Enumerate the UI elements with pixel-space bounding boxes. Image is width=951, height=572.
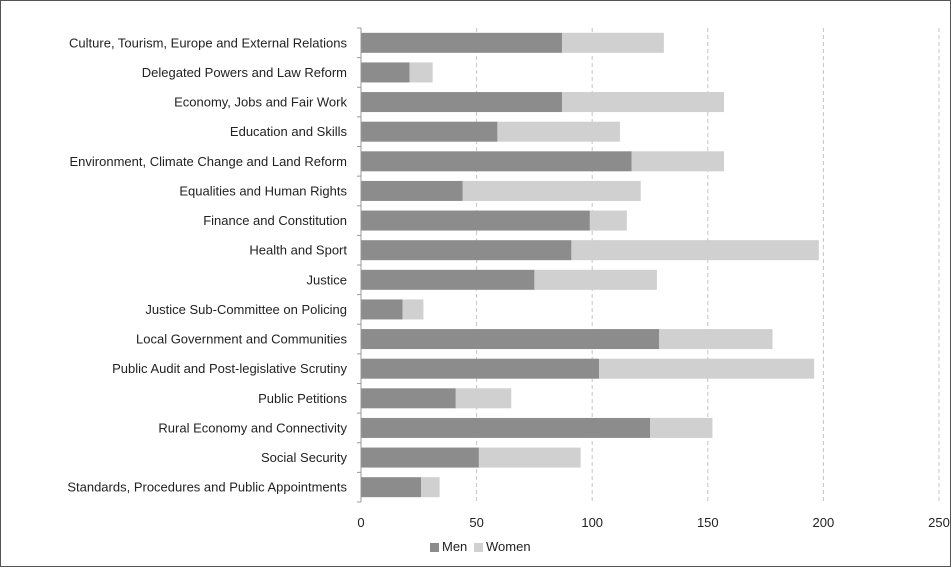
bar-women-12 (455, 388, 512, 409)
bar-men-0 (361, 32, 563, 53)
bar-men-2 (361, 92, 563, 113)
category-label: Public Audit and Post-legislative Scruti… (112, 361, 347, 376)
category-label: Finance and Constitution (203, 213, 347, 228)
legend-swatch-women (474, 543, 483, 552)
category-label: Justice Sub-Committee on Policing (145, 302, 347, 317)
bar-women-2 (562, 92, 724, 113)
category-label: Rural Economy and Connectivity (158, 420, 347, 435)
category-label: Social Security (261, 450, 347, 465)
category-labels: Culture, Tourism, Europe and External Re… (67, 35, 347, 494)
bar-women-4 (631, 151, 724, 172)
category-label: Standards, Procedures and Public Appoint… (67, 480, 347, 495)
bar-men-1 (361, 62, 410, 83)
x-tick-label: 250 (928, 515, 950, 530)
bar-women-15 (421, 477, 440, 498)
bar-women-14 (478, 447, 581, 468)
bar-men-3 (361, 121, 498, 142)
bar-women-1 (409, 62, 433, 83)
bar-men-5 (361, 180, 463, 201)
category-label: Delegated Powers and Law Reform (142, 65, 347, 80)
legend: Men Women (430, 539, 531, 554)
bars (357, 27, 819, 503)
x-tick-label: 100 (581, 515, 603, 530)
category-label: Culture, Tourism, Europe and External Re… (69, 35, 347, 50)
bar-men-8 (361, 269, 535, 290)
legend-swatch-men (430, 543, 439, 552)
bar-women-0 (562, 32, 664, 53)
category-label: Environment, Climate Change and Land Ref… (70, 154, 347, 169)
x-tick-label: 0 (357, 515, 364, 530)
bar-women-8 (534, 269, 657, 290)
category-label: Public Petitions (258, 391, 347, 406)
bar-women-7 (571, 240, 819, 261)
bar-men-12 (361, 388, 456, 409)
bar-women-3 (497, 121, 620, 142)
bar-men-15 (361, 477, 422, 498)
x-tick-label: 200 (813, 515, 835, 530)
bar-men-14 (361, 447, 479, 468)
x-tick-label: 50 (469, 515, 483, 530)
bar-men-4 (361, 151, 632, 172)
category-label: Education and Skills (230, 124, 348, 139)
bar-women-11 (599, 358, 815, 379)
category-label: Economy, Jobs and Fair Work (174, 95, 347, 110)
bar-men-6 (361, 210, 590, 231)
bar-women-5 (462, 180, 641, 201)
bar-women-10 (659, 329, 773, 350)
x-axis-ticks: 0 50 100 150 200 250 (357, 515, 949, 530)
category-label: Equalities and Human Rights (179, 183, 347, 198)
bar-men-7 (361, 240, 572, 261)
category-label: Health and Sport (249, 243, 347, 258)
legend-label-men: Men (442, 539, 467, 554)
bar-men-9 (361, 299, 403, 320)
bar-men-11 (361, 358, 600, 379)
x-tick-label: 150 (697, 515, 719, 530)
bar-men-10 (361, 329, 660, 350)
category-label: Justice (307, 272, 347, 287)
bar-men-13 (361, 417, 650, 438)
bar-women-13 (650, 417, 713, 438)
bar-women-6 (589, 210, 627, 231)
bar-women-9 (402, 299, 424, 320)
category-label: Local Government and Communities (136, 332, 347, 347)
legend-label-women: Women (486, 539, 531, 554)
